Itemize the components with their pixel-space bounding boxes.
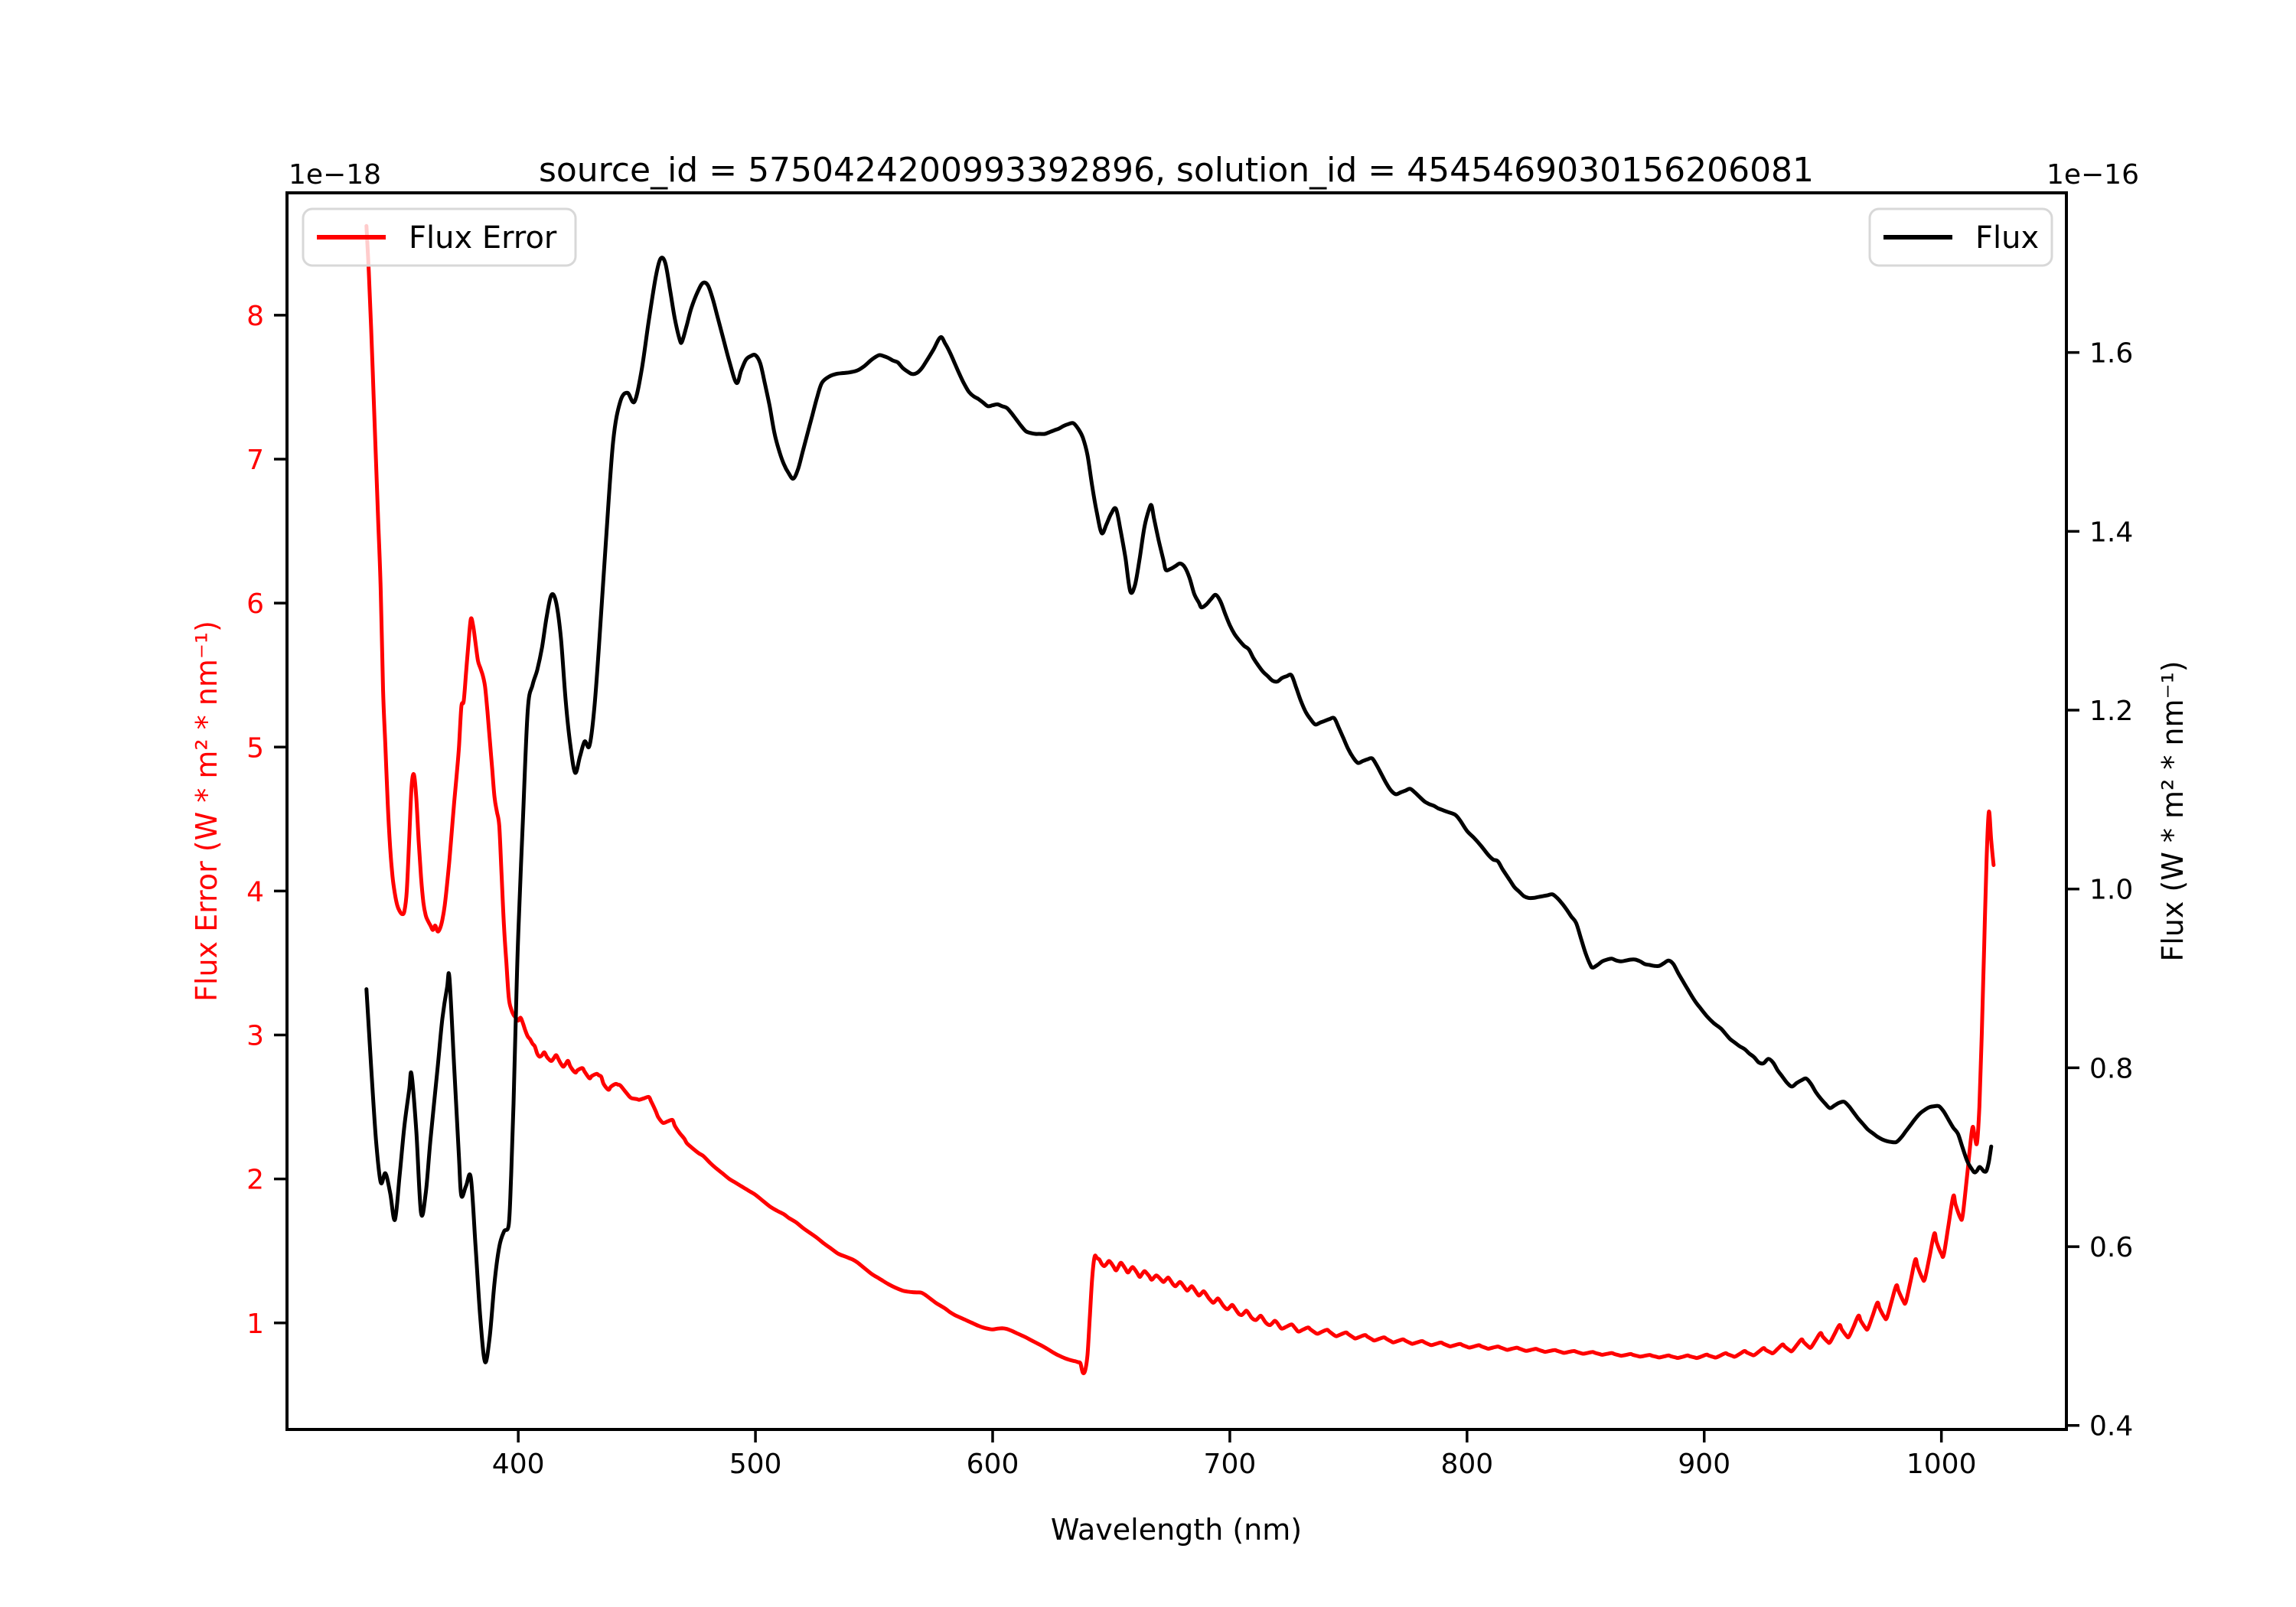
x-tick-label: 900 <box>1678 1449 1730 1480</box>
y-right-tick-label: 0.8 <box>2089 1053 2133 1084</box>
offset-text-left: 1e−18 <box>289 159 381 191</box>
legend-flux: Flux <box>1868 207 2053 267</box>
y-right-tick-label: 1.6 <box>2089 338 2133 370</box>
y-axis-right-label: Flux (W * m² * nm⁻¹) <box>2156 660 2190 961</box>
legend-flux-error: Flux Error <box>302 207 577 267</box>
y-left-tick-label: 6 <box>246 588 264 620</box>
y-right-tick-label: 0.4 <box>2089 1411 2133 1442</box>
y-axis-left-label: Flux Error (W * m² * nm⁻¹) <box>190 621 223 1002</box>
legend-flux-box <box>1868 207 2053 267</box>
y-axis-right-ticks: 0.4 0.6 0.8 1.0 1.2 1.4 1.6 <box>2066 338 2133 1442</box>
figure-title: source_id = 5750424200993392896, solutio… <box>539 151 1814 190</box>
flux-error-curve <box>364 223 1996 1376</box>
y-left-tick-label: 7 <box>246 445 264 476</box>
y-left-tick-label: 4 <box>246 876 264 908</box>
x-tick-label: 400 <box>492 1449 545 1480</box>
x-tick-label: 1000 <box>1906 1449 1977 1480</box>
y-right-tick-label: 0.6 <box>2089 1232 2133 1263</box>
y-left-tick-label: 1 <box>246 1309 264 1340</box>
y-left-tick-label: 2 <box>246 1165 264 1196</box>
legend-flux-label: Flux <box>1975 220 2039 256</box>
x-tick-label: 700 <box>1204 1449 1257 1480</box>
plot-border <box>285 191 2068 1431</box>
y-left-tick-label: 5 <box>246 732 264 764</box>
x-tick-label: 600 <box>967 1449 1019 1480</box>
x-axis-ticks: 400 500 600 700 800 900 1000 <box>492 1429 1977 1480</box>
x-axis-label: Wavelength (nm) <box>1051 1513 1302 1547</box>
y-left-tick-label: 3 <box>246 1021 264 1052</box>
y-right-tick-label: 1.4 <box>2089 517 2133 548</box>
offset-text-right: 1e−16 <box>2047 159 2139 191</box>
flux-curve <box>364 256 1994 1364</box>
legend-flux-error-box <box>302 207 577 267</box>
y-right-tick-label: 1.2 <box>2089 696 2133 727</box>
x-tick-label: 800 <box>1440 1449 1493 1480</box>
x-tick-label: 500 <box>729 1449 782 1480</box>
y-right-tick-label: 1.0 <box>2089 875 2133 906</box>
legend-flux-error-label: Flux Error <box>409 220 557 256</box>
y-left-tick-label: 8 <box>246 301 264 332</box>
y-axis-left-ticks: 1 2 3 4 5 6 7 8 <box>246 301 287 1340</box>
